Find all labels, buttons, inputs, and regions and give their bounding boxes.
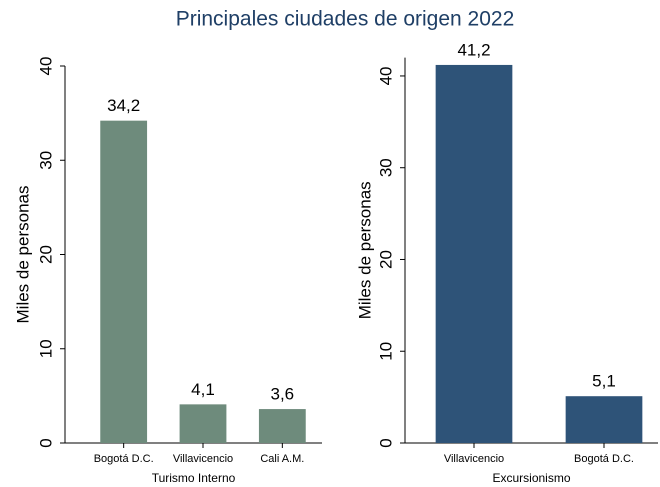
data-label: 4,1	[191, 380, 215, 399]
bar	[179, 404, 227, 443]
x-axis-label: Turismo Interno	[152, 471, 236, 485]
y-tick-label: 20	[376, 250, 395, 269]
y-tick-label: 40	[36, 57, 55, 76]
y-tick-label: 0	[376, 438, 395, 447]
y-axis-label: Miles de personas	[13, 186, 32, 324]
data-label: 3,6	[271, 385, 295, 404]
x-tick-label: Villavicencio	[444, 453, 504, 465]
x-tick-label: Bogotá D.C.	[574, 453, 634, 465]
y-tick-label: 40	[376, 66, 395, 85]
x-tick-label: Bogotá D.C.	[94, 453, 154, 465]
bar	[100, 120, 148, 443]
x-tick-label: Villavicencio	[173, 453, 233, 465]
chart-title: Principales ciudades de origen 2022	[176, 8, 515, 31]
x-tick-label: Cali A.M.	[260, 453, 304, 465]
y-tick-label: 30	[376, 158, 395, 177]
x-axis-label: Excursionismo	[492, 471, 570, 485]
data-label: 34,2	[107, 96, 140, 115]
y-axis-label: Miles de personas	[355, 181, 374, 319]
y-tick-label: 20	[36, 245, 55, 264]
y-tick-label: 0	[36, 438, 55, 447]
data-label: 41,2	[457, 40, 490, 59]
y-tick-label: 30	[36, 151, 55, 170]
bar	[258, 409, 306, 443]
bar	[565, 396, 643, 443]
data-label: 5,1	[592, 372, 616, 391]
y-tick-label: 10	[376, 342, 395, 361]
bar	[435, 64, 513, 443]
y-tick-label: 10	[36, 339, 55, 358]
